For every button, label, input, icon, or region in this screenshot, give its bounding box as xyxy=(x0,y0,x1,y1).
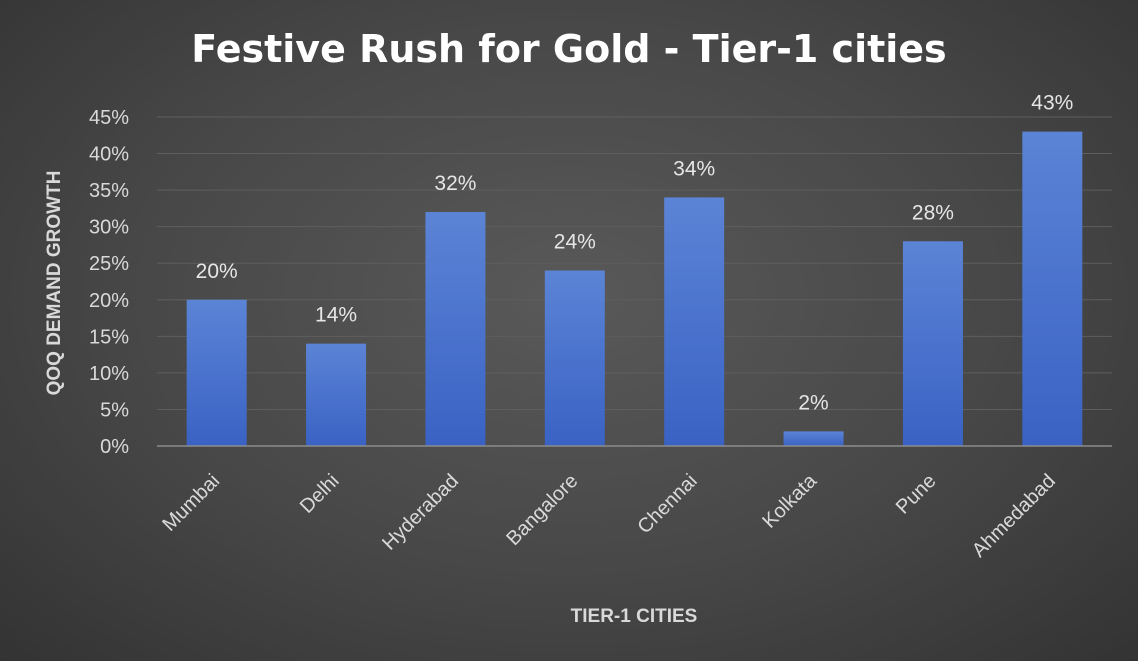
x-tick-label: Hyderabad xyxy=(378,470,463,555)
x-tick-label: Mumbai xyxy=(158,470,224,536)
y-axis-tick-labels: 0% 5% 10% 15% 20% 25% 30% 35% 40% 45% xyxy=(89,107,129,458)
data-label: 2% xyxy=(798,391,828,414)
y-tick-label: 35% xyxy=(89,180,129,202)
bar-ahmedabad xyxy=(1022,131,1083,446)
data-label: 28% xyxy=(912,201,954,224)
y-tick-label: 45% xyxy=(89,107,129,129)
y-axis-title: QOQ DEMAND GROWTH xyxy=(44,171,65,396)
y-tick-label: 15% xyxy=(89,326,129,348)
data-labels: 20% 14% 32% 24% 34% 2% 28% 43% xyxy=(196,92,1074,415)
x-tick-label: Kolkata xyxy=(758,469,821,532)
y-tick-label: 0% xyxy=(100,436,129,458)
x-tick-label: Bangalore xyxy=(502,470,582,550)
y-tick-label: 20% xyxy=(89,290,129,312)
data-label: 24% xyxy=(554,231,596,254)
x-tick-label: Delhi xyxy=(296,470,344,518)
bars xyxy=(186,131,1083,446)
bar-pune xyxy=(902,241,963,446)
x-tick-label: Ahmedabad xyxy=(968,470,1060,562)
data-label: 43% xyxy=(1031,92,1073,115)
chart-title: Festive Rush for Gold - Tier-1 cities xyxy=(191,27,946,71)
y-tick-label: 40% xyxy=(89,144,129,166)
bar-bangalore xyxy=(544,270,605,446)
y-tick-label: 30% xyxy=(89,217,129,239)
y-tick-label: 10% xyxy=(89,363,129,385)
x-axis-title: TIER-1 CITIES xyxy=(571,606,698,627)
gridlines xyxy=(157,116,1112,410)
x-axis-tick-labels: Mumbai Delhi Hyderabad Bangalore Chennai Kolk… xyxy=(158,469,1059,561)
y-tick-label: 5% xyxy=(100,399,129,421)
data-label: 32% xyxy=(434,172,476,195)
x-tick-label: Pune xyxy=(892,470,941,519)
y-tick-label: 25% xyxy=(89,253,129,275)
bar-kolkata xyxy=(783,431,844,446)
x-tick-label: Chennai xyxy=(633,470,701,538)
bar-chennai xyxy=(664,197,725,446)
bar-delhi xyxy=(306,343,367,446)
data-label: 20% xyxy=(196,260,238,283)
data-label: 14% xyxy=(315,304,357,327)
bar-hyderabad xyxy=(425,212,486,446)
bar-mumbai xyxy=(186,299,247,446)
data-label: 34% xyxy=(673,157,715,180)
